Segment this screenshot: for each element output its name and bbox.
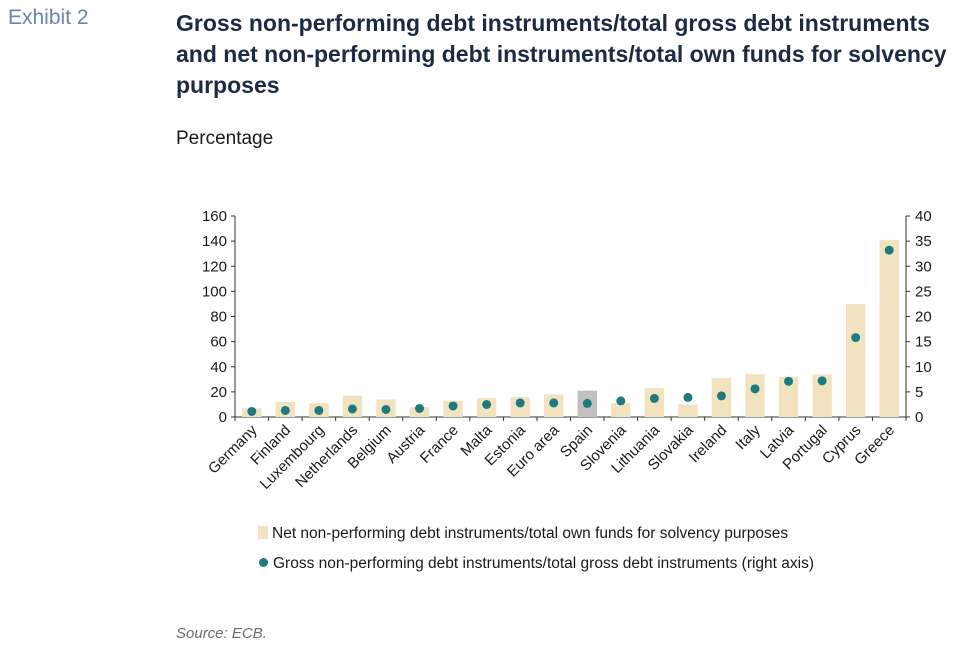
data-point <box>851 333 861 343</box>
bar-series <box>242 239 899 417</box>
bar <box>845 303 866 417</box>
bar <box>745 374 765 417</box>
legend-dot-label: Gross non-performing debt instruments/to… <box>273 555 815 572</box>
bar <box>678 404 698 417</box>
chart-title: Gross non-performing debt instruments/to… <box>176 10 947 98</box>
right-tick-label: 0 <box>915 409 923 426</box>
data-point <box>884 245 894 255</box>
source-note: Source: ECB. <box>176 625 267 642</box>
data-point <box>247 406 257 416</box>
right-tick-label: 25 <box>915 283 932 300</box>
right-tick-label: 35 <box>915 233 932 250</box>
data-point <box>683 392 693 402</box>
legend-dot-swatch <box>259 558 268 567</box>
data-point <box>582 398 592 408</box>
data-point <box>415 403 425 413</box>
right-tick-label: 40 <box>915 208 932 225</box>
tick-labels: 0 20 40 60 80 100 120 140 160 0 5 10 15 20 25 30 35 40 Ger… <box>202 208 932 493</box>
data-point <box>448 401 458 411</box>
right-tick-label: 5 <box>915 384 923 401</box>
left-tick-label: 160 <box>202 208 227 225</box>
bar <box>879 239 899 417</box>
data-point <box>616 396 626 406</box>
data-point <box>515 398 525 408</box>
right-tick-label: 15 <box>915 334 932 351</box>
legend-bar-swatch <box>258 526 268 539</box>
left-tick-label: 40 <box>210 359 227 376</box>
legend-item-bars: Net non-performing debt instruments/tota… <box>258 525 788 543</box>
legend-item-dots: Gross non-performing debt instruments/to… <box>258 555 814 573</box>
bar <box>812 374 832 417</box>
right-tick-label: 20 <box>915 309 932 326</box>
data-point <box>649 393 659 403</box>
data-point <box>750 384 760 394</box>
data-point <box>549 398 559 408</box>
bar <box>611 403 631 417</box>
left-tick-label: 140 <box>202 233 227 250</box>
left-tick-label: 0 <box>219 409 227 426</box>
data-point <box>314 405 324 415</box>
left-tick-label: 20 <box>210 384 227 401</box>
chart-axes <box>231 215 910 421</box>
bar <box>778 376 799 417</box>
left-tick-label: 80 <box>210 309 227 326</box>
exhibit-label: Exhibit 2 <box>8 6 89 29</box>
left-tick-label: 120 <box>202 258 227 275</box>
data-point <box>347 404 357 414</box>
left-tick-label: 60 <box>210 334 227 351</box>
data-point <box>784 376 794 386</box>
right-tick-label: 30 <box>915 258 932 275</box>
data-point <box>280 405 290 415</box>
x-tick-label: Germany <box>205 421 261 477</box>
data-point <box>716 391 726 401</box>
x-tick-label: Ireland <box>686 422 730 466</box>
right-tick-label: 10 <box>915 359 932 376</box>
data-point <box>817 376 827 386</box>
data-point <box>381 404 391 414</box>
legend-bar-label: Net non-performing debt instruments/tota… <box>272 525 789 542</box>
left-tick-label: 100 <box>202 283 227 300</box>
unit-label: Percentage <box>176 128 274 149</box>
x-tick-label: France <box>417 422 462 467</box>
dot-series <box>247 245 894 416</box>
data-point <box>482 399 492 409</box>
